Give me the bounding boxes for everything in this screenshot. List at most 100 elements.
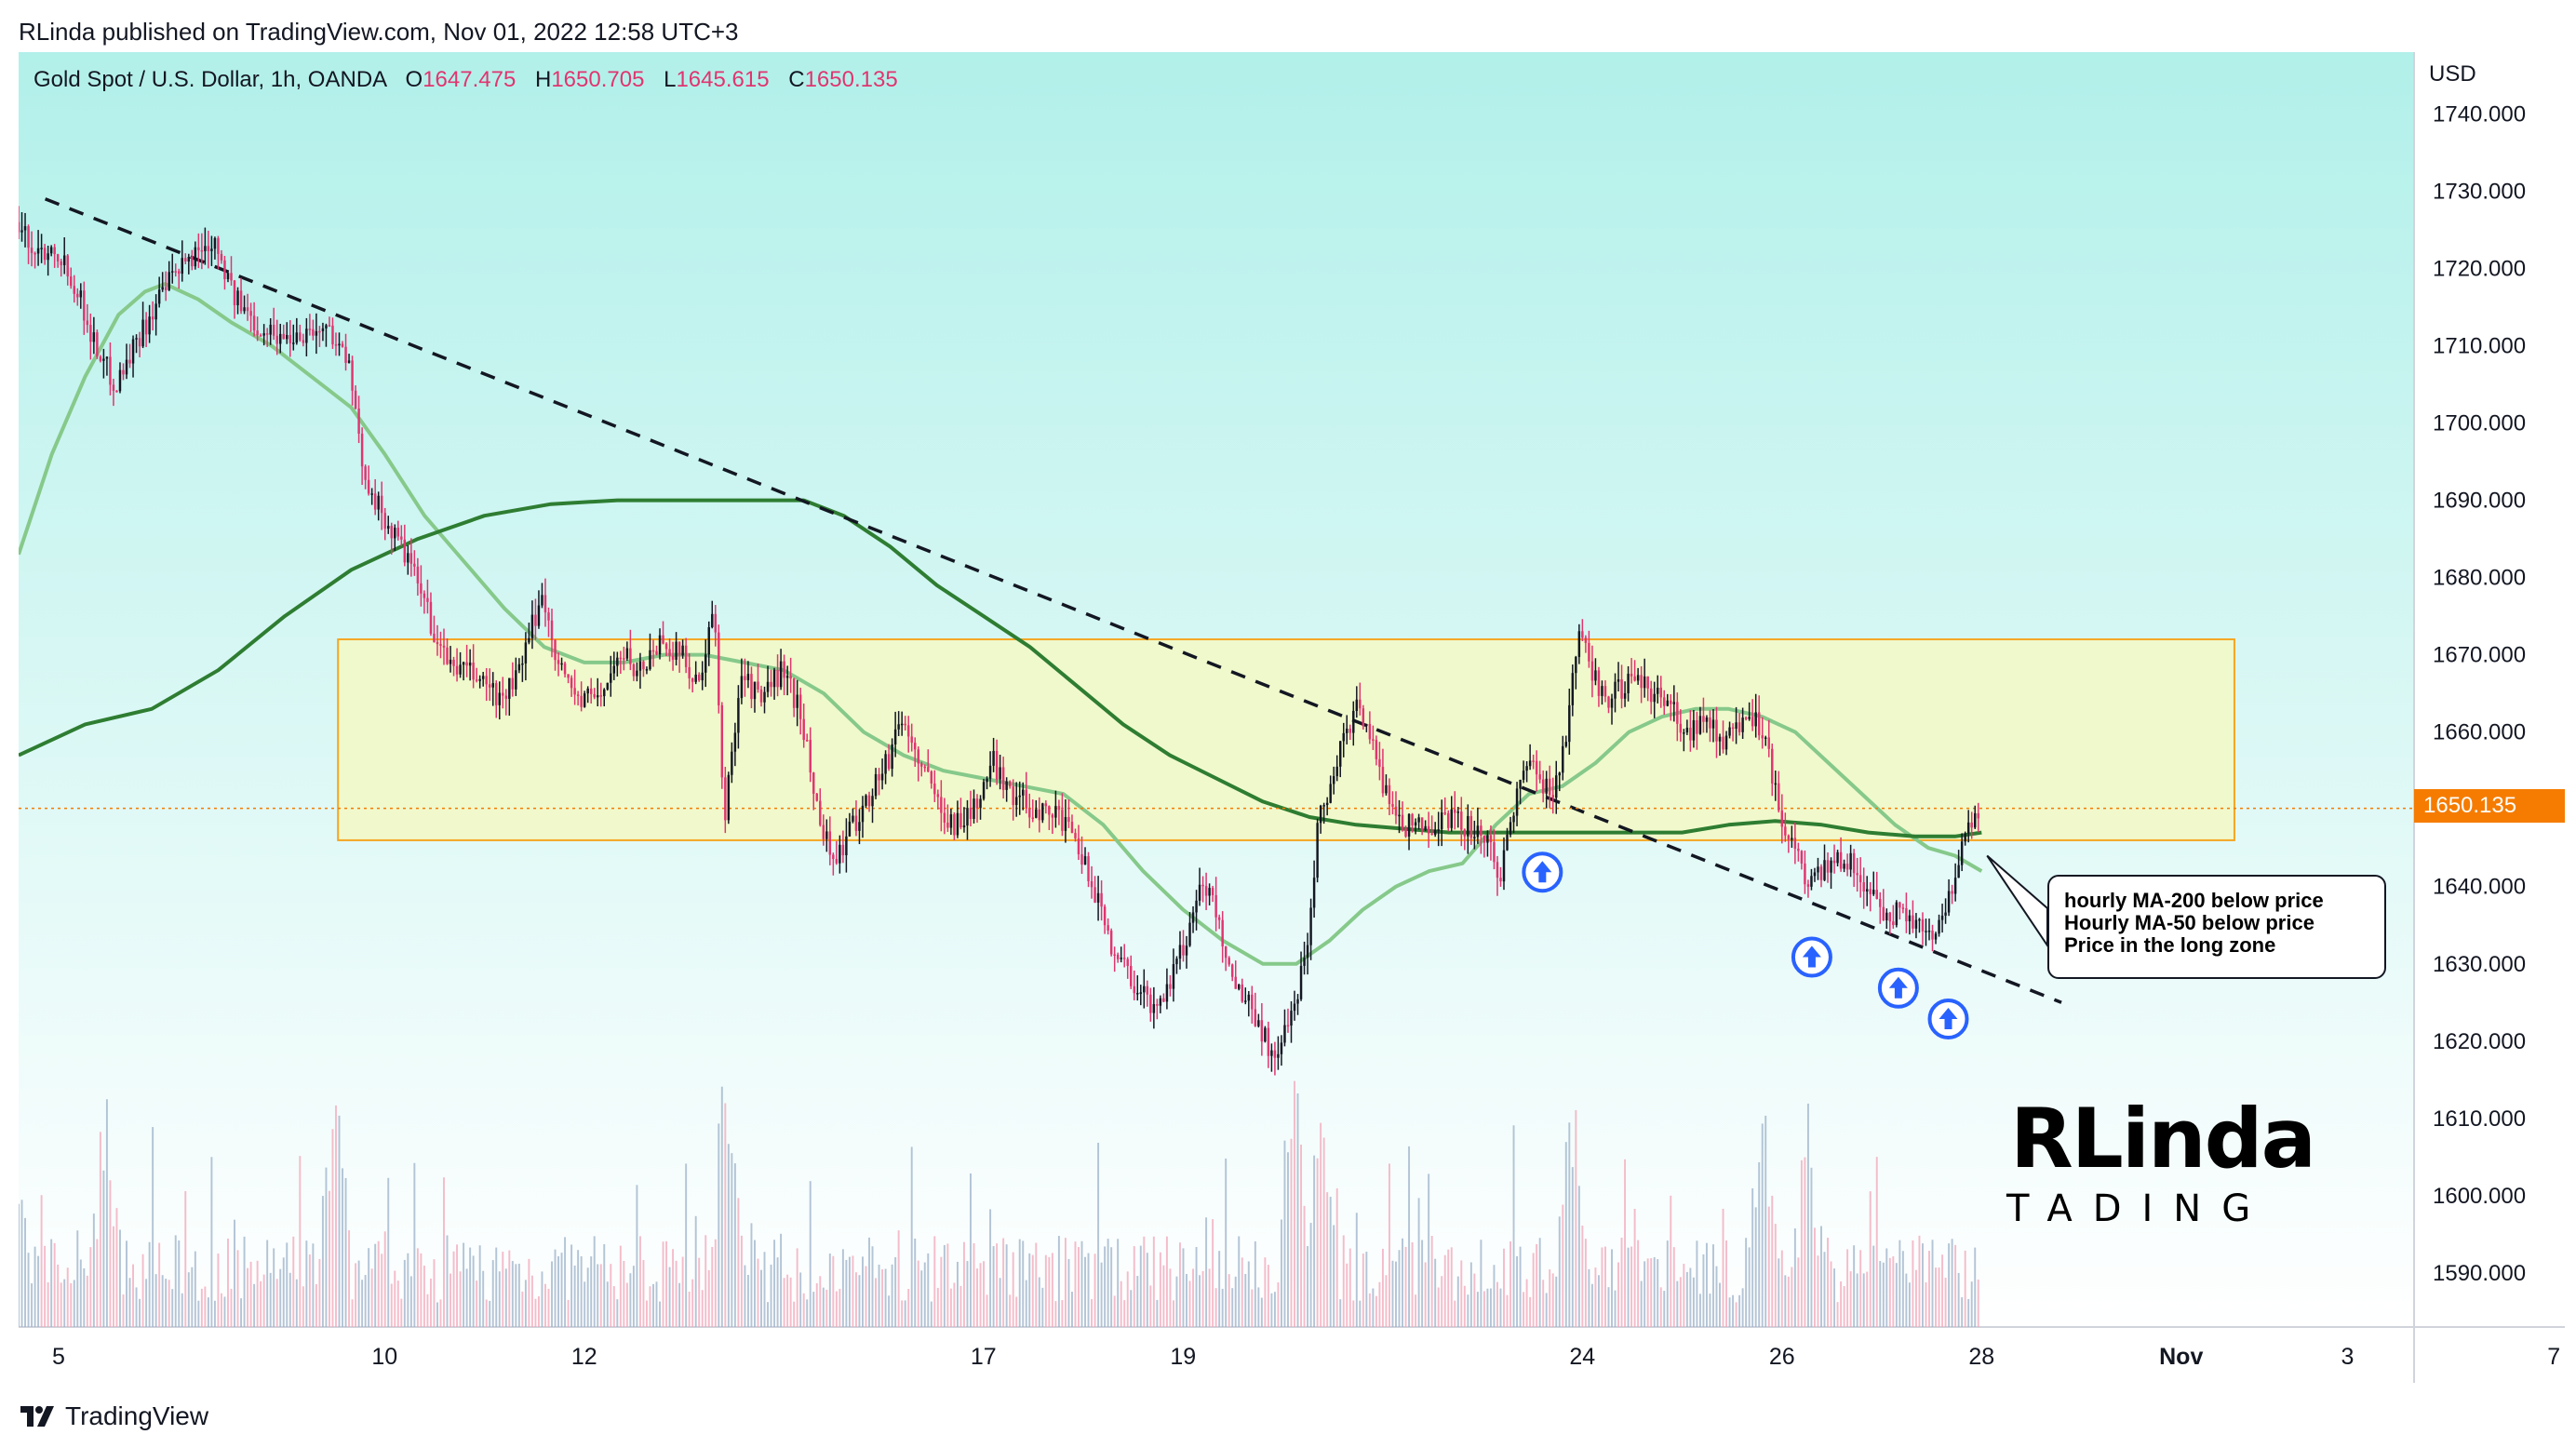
candle-body [517,664,521,671]
candle-body [694,674,697,682]
volume-bar [1663,1291,1666,1327]
candle-body [946,822,949,828]
volume-bar [1964,1250,1966,1327]
candle-body [662,635,664,644]
candle-body [99,356,102,361]
volume-bar [1676,1280,1679,1327]
chart-frame[interactable]: 1740.000 1730.000 1720.000 1710.000 1700.000… [19,52,2565,1383]
candle-body [1267,1027,1270,1056]
volume-bar [603,1243,606,1327]
candle-body [839,844,841,864]
candle-body [1116,954,1120,959]
volume-bar [1604,1246,1606,1327]
tradingview-logo-icon [20,1406,54,1427]
candle-body [1041,803,1044,821]
candle-body [475,679,478,681]
candle-body [1381,767,1385,794]
volume-bar [1568,1122,1571,1327]
candle-body [904,723,906,726]
candle-body [763,691,766,703]
candle-body [563,663,567,675]
volume-bar [446,1235,449,1327]
volume-bar [161,1275,164,1327]
candle-body [1156,1004,1159,1006]
volume-bar [704,1235,707,1327]
volume-bar [1165,1236,1168,1327]
candle-body [891,744,893,770]
candle-body [1469,815,1473,838]
candle-body [530,614,534,638]
volume-bar [567,1299,570,1327]
volume-bar [1365,1252,1368,1327]
watermark-sub: TADING [2006,1187,2272,1230]
volume-bar [1385,1275,1388,1327]
candle-body [1424,825,1427,830]
volume-bar [1283,1140,1286,1327]
candle-body [560,663,563,665]
volume-bar [1594,1267,1597,1327]
volume-bar [793,1301,796,1327]
candle-body [1352,710,1355,733]
candle-body [1535,760,1538,775]
volume-bar [835,1291,838,1327]
candle-body [325,325,328,328]
volume-bar [416,1248,419,1327]
open-value: 1647.475 [423,67,517,92]
candle-body [60,261,62,265]
volume-bar [463,1242,465,1327]
volume-bar [1398,1250,1401,1327]
volume-bar [1375,1295,1377,1327]
candle-body [1493,842,1496,863]
volume-bar [355,1263,357,1327]
candle-body [1970,822,1973,828]
candle-body [1767,737,1770,749]
candle-body [1905,908,1908,921]
volume-bar [20,1200,23,1327]
volume-bar [852,1255,854,1327]
volume-bar [1549,1269,1551,1327]
candle-body [465,662,468,666]
candle-body [753,681,757,700]
candle-body [1568,704,1571,743]
volume-bar [1912,1240,1914,1327]
candle-body [1159,998,1162,1006]
candle-body [1368,723,1372,740]
volume-bar [171,1289,174,1327]
candle-body [1774,783,1778,785]
volume-bar [338,1115,341,1327]
candle-body [1793,838,1797,850]
candle-body [783,661,785,678]
candle-body [1496,862,1499,878]
tradingview-footer[interactable]: TradingView [19,1396,208,1437]
price-tick-label: 1640.000 [2433,875,2526,900]
candle-body [1238,984,1241,989]
candle-body [999,767,1001,780]
candle-body [1064,817,1067,831]
candle-body [1780,810,1784,827]
volume-bar [839,1288,841,1327]
volume-bar [1804,1157,1806,1327]
candle-body [1934,933,1938,940]
candle-body [252,315,256,331]
volume-bar [1696,1240,1698,1327]
volume-bar [1754,1207,1757,1327]
candle-body [1061,810,1064,831]
candle-body [1601,686,1603,696]
annotation-callout: hourly MA-200 below price Hourly MA-50 b… [2047,875,2386,979]
volume-bar [878,1264,880,1327]
candle-body [1748,717,1751,719]
candle-body [1927,931,1931,932]
time-tick-label: Nov [2159,1344,2203,1370]
volume-bar [482,1270,485,1327]
volume-bar [370,1268,373,1327]
candle-body [1162,998,1165,1002]
candle-body [109,356,112,385]
candle-body [953,814,956,836]
price-chart[interactable]: 1740.000 1730.000 1720.000 1710.000 1700.000… [19,52,2565,1383]
volume-bar [645,1300,648,1327]
volume-bar [1048,1256,1051,1327]
volume-bar [780,1233,783,1327]
candle-body [1575,656,1577,674]
volume-bar [904,1300,906,1327]
volume-bar [1892,1256,1895,1327]
